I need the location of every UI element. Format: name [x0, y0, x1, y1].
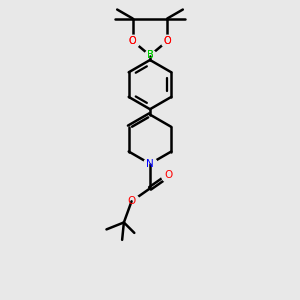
Text: O: O	[164, 36, 171, 46]
Text: B: B	[147, 50, 153, 61]
Text: O: O	[164, 170, 172, 181]
Text: O: O	[128, 196, 136, 206]
Text: B: B	[147, 50, 153, 61]
Text: O: O	[164, 36, 171, 46]
Text: O: O	[129, 36, 136, 46]
Text: O: O	[129, 36, 136, 46]
Text: N: N	[146, 159, 154, 169]
